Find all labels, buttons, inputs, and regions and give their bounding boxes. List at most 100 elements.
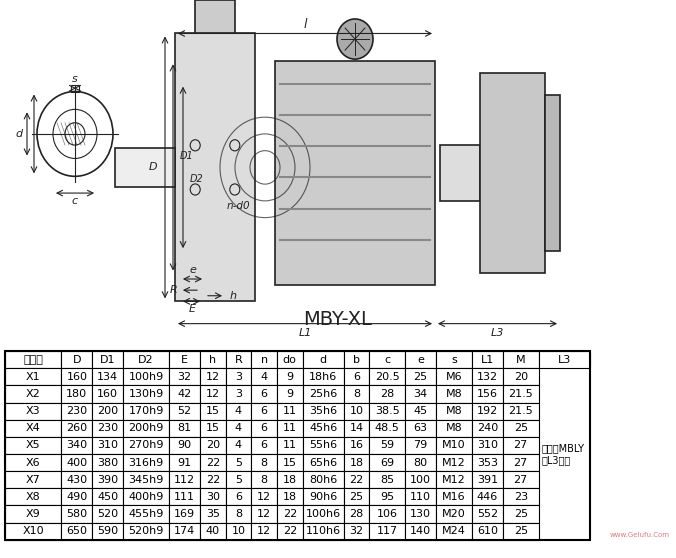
- Bar: [472, 523, 503, 540]
- Bar: [277, 488, 303, 506]
- Bar: [169, 523, 200, 540]
- Bar: [472, 368, 503, 386]
- Text: 30: 30: [206, 492, 220, 502]
- Bar: [503, 420, 539, 437]
- Text: 520h9: 520h9: [128, 526, 164, 536]
- Bar: [123, 471, 169, 488]
- Text: 117: 117: [377, 526, 398, 536]
- Bar: [5, 368, 62, 386]
- Text: 25: 25: [514, 509, 528, 519]
- Text: M6: M6: [445, 372, 462, 382]
- Bar: [226, 506, 251, 523]
- Text: 35h6: 35h6: [309, 406, 337, 416]
- Bar: [303, 523, 343, 540]
- Bar: [251, 488, 277, 506]
- Text: 5: 5: [235, 458, 242, 468]
- Text: X3: X3: [26, 406, 41, 416]
- Text: h: h: [230, 291, 237, 301]
- Bar: [251, 386, 277, 402]
- Text: 81: 81: [178, 424, 192, 433]
- Text: 52: 52: [178, 406, 192, 416]
- Bar: [169, 368, 200, 386]
- Text: 353: 353: [477, 458, 498, 468]
- Text: X6: X6: [26, 458, 41, 468]
- Text: 18: 18: [349, 458, 364, 468]
- Text: 180: 180: [66, 389, 87, 399]
- Text: 由所配MBLY
的L3决定: 由所配MBLY 的L3决定: [541, 443, 585, 465]
- Bar: [406, 386, 436, 402]
- Bar: [503, 402, 539, 420]
- Text: 11: 11: [283, 424, 297, 433]
- Bar: [251, 471, 277, 488]
- Bar: [343, 386, 369, 402]
- Bar: [226, 454, 251, 471]
- Text: 6: 6: [261, 424, 268, 433]
- Bar: [343, 488, 369, 506]
- Bar: [5, 523, 62, 540]
- Text: 340: 340: [66, 440, 87, 450]
- Bar: [406, 506, 436, 523]
- Bar: [406, 402, 436, 420]
- Text: 32: 32: [178, 372, 192, 382]
- Bar: [436, 506, 472, 523]
- Bar: [343, 402, 369, 420]
- Text: R: R: [169, 285, 177, 295]
- Text: M8: M8: [445, 389, 462, 399]
- Bar: [5, 454, 62, 471]
- Text: 25: 25: [349, 492, 364, 502]
- Text: 8: 8: [353, 389, 360, 399]
- Text: 400h9: 400h9: [128, 492, 164, 502]
- Text: 490: 490: [66, 492, 87, 502]
- Bar: [369, 386, 406, 402]
- Bar: [275, 61, 435, 285]
- Text: 590: 590: [97, 526, 118, 536]
- Bar: [406, 523, 436, 540]
- Text: e: e: [189, 265, 196, 275]
- Text: 85: 85: [380, 475, 394, 485]
- Text: E: E: [189, 304, 196, 314]
- Bar: [71, 85, 79, 92]
- Text: 22: 22: [349, 475, 364, 485]
- Bar: [200, 454, 226, 471]
- Text: M12: M12: [442, 458, 466, 468]
- Text: 20: 20: [514, 372, 528, 382]
- Text: 21.5: 21.5: [508, 406, 533, 416]
- Text: 8: 8: [260, 475, 268, 485]
- Text: 8: 8: [260, 458, 268, 468]
- Bar: [277, 454, 303, 471]
- Text: R: R: [235, 354, 243, 364]
- Bar: [369, 454, 406, 471]
- Text: www.Gelufu.Com: www.Gelufu.Com: [610, 532, 670, 538]
- Bar: [436, 351, 472, 368]
- Bar: [5, 437, 62, 454]
- Text: 455h9: 455h9: [128, 509, 164, 519]
- Bar: [303, 351, 343, 368]
- Bar: [303, 471, 343, 488]
- Bar: [92, 471, 123, 488]
- Bar: [277, 368, 303, 386]
- Text: 28: 28: [349, 509, 364, 519]
- Text: 18: 18: [283, 492, 297, 502]
- Text: 4: 4: [235, 406, 242, 416]
- Bar: [169, 506, 200, 523]
- Bar: [226, 437, 251, 454]
- Text: do: do: [283, 354, 297, 364]
- Text: L3: L3: [491, 328, 504, 338]
- Bar: [169, 351, 200, 368]
- Text: 4: 4: [235, 424, 242, 433]
- Text: E: E: [181, 354, 188, 364]
- Text: c: c: [72, 196, 78, 206]
- Bar: [343, 454, 369, 471]
- Bar: [406, 351, 436, 368]
- Bar: [195, 0, 235, 33]
- Text: 80: 80: [414, 458, 428, 468]
- Text: 22: 22: [283, 526, 297, 536]
- Text: 35: 35: [206, 509, 220, 519]
- Bar: [123, 402, 169, 420]
- Text: 100: 100: [410, 475, 431, 485]
- Text: c: c: [384, 354, 390, 364]
- Text: 230: 230: [66, 406, 87, 416]
- Text: 106: 106: [377, 509, 397, 519]
- Bar: [200, 488, 226, 506]
- Bar: [303, 437, 343, 454]
